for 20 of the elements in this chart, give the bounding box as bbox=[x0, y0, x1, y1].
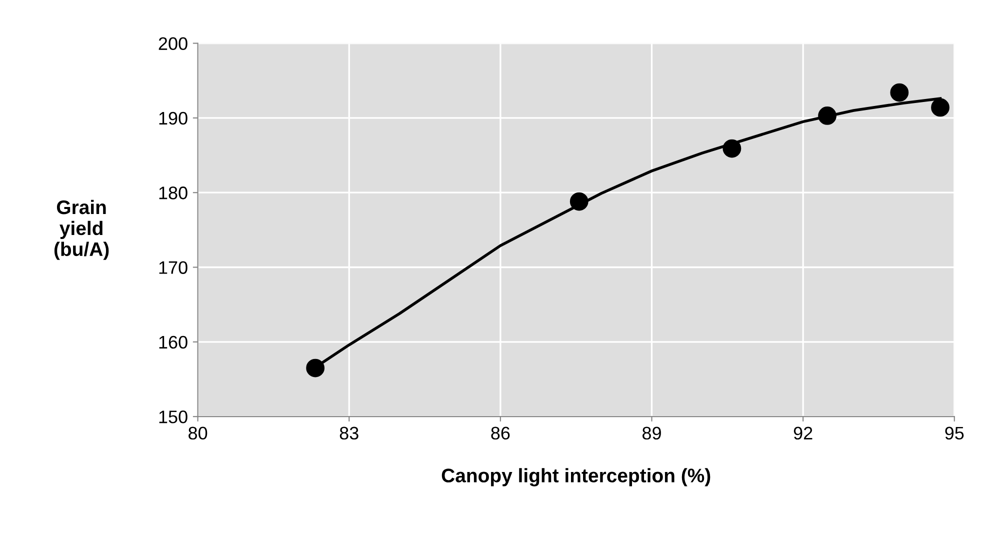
y-axis-title: Grain yield (bu/A) bbox=[54, 200, 109, 260]
y-tick-label: 180 bbox=[159, 186, 188, 200]
point bbox=[818, 106, 836, 125]
point bbox=[722, 139, 742, 158]
x-tick-label: 83 bbox=[340, 426, 358, 440]
y-tick-label: 150 bbox=[159, 410, 188, 424]
point bbox=[570, 192, 588, 211]
y-tick-label: 190 bbox=[159, 112, 188, 125]
x-tick-label: 86 bbox=[491, 426, 510, 440]
y-tick-label: 160 bbox=[159, 336, 188, 349]
x-tick-label: 92 bbox=[794, 426, 812, 440]
x-tick-label: 89 bbox=[642, 426, 661, 440]
x-axis-title: Canopy light interception (%) bbox=[442, 468, 710, 486]
y-tick-label: 170 bbox=[159, 261, 188, 274]
x-tick-label: 95 bbox=[945, 426, 964, 440]
x-tick-label: 80 bbox=[188, 426, 208, 440]
point bbox=[890, 83, 909, 102]
point bbox=[306, 358, 325, 378]
y-tick-label: 200 bbox=[158, 37, 188, 50]
point bbox=[931, 98, 950, 117]
